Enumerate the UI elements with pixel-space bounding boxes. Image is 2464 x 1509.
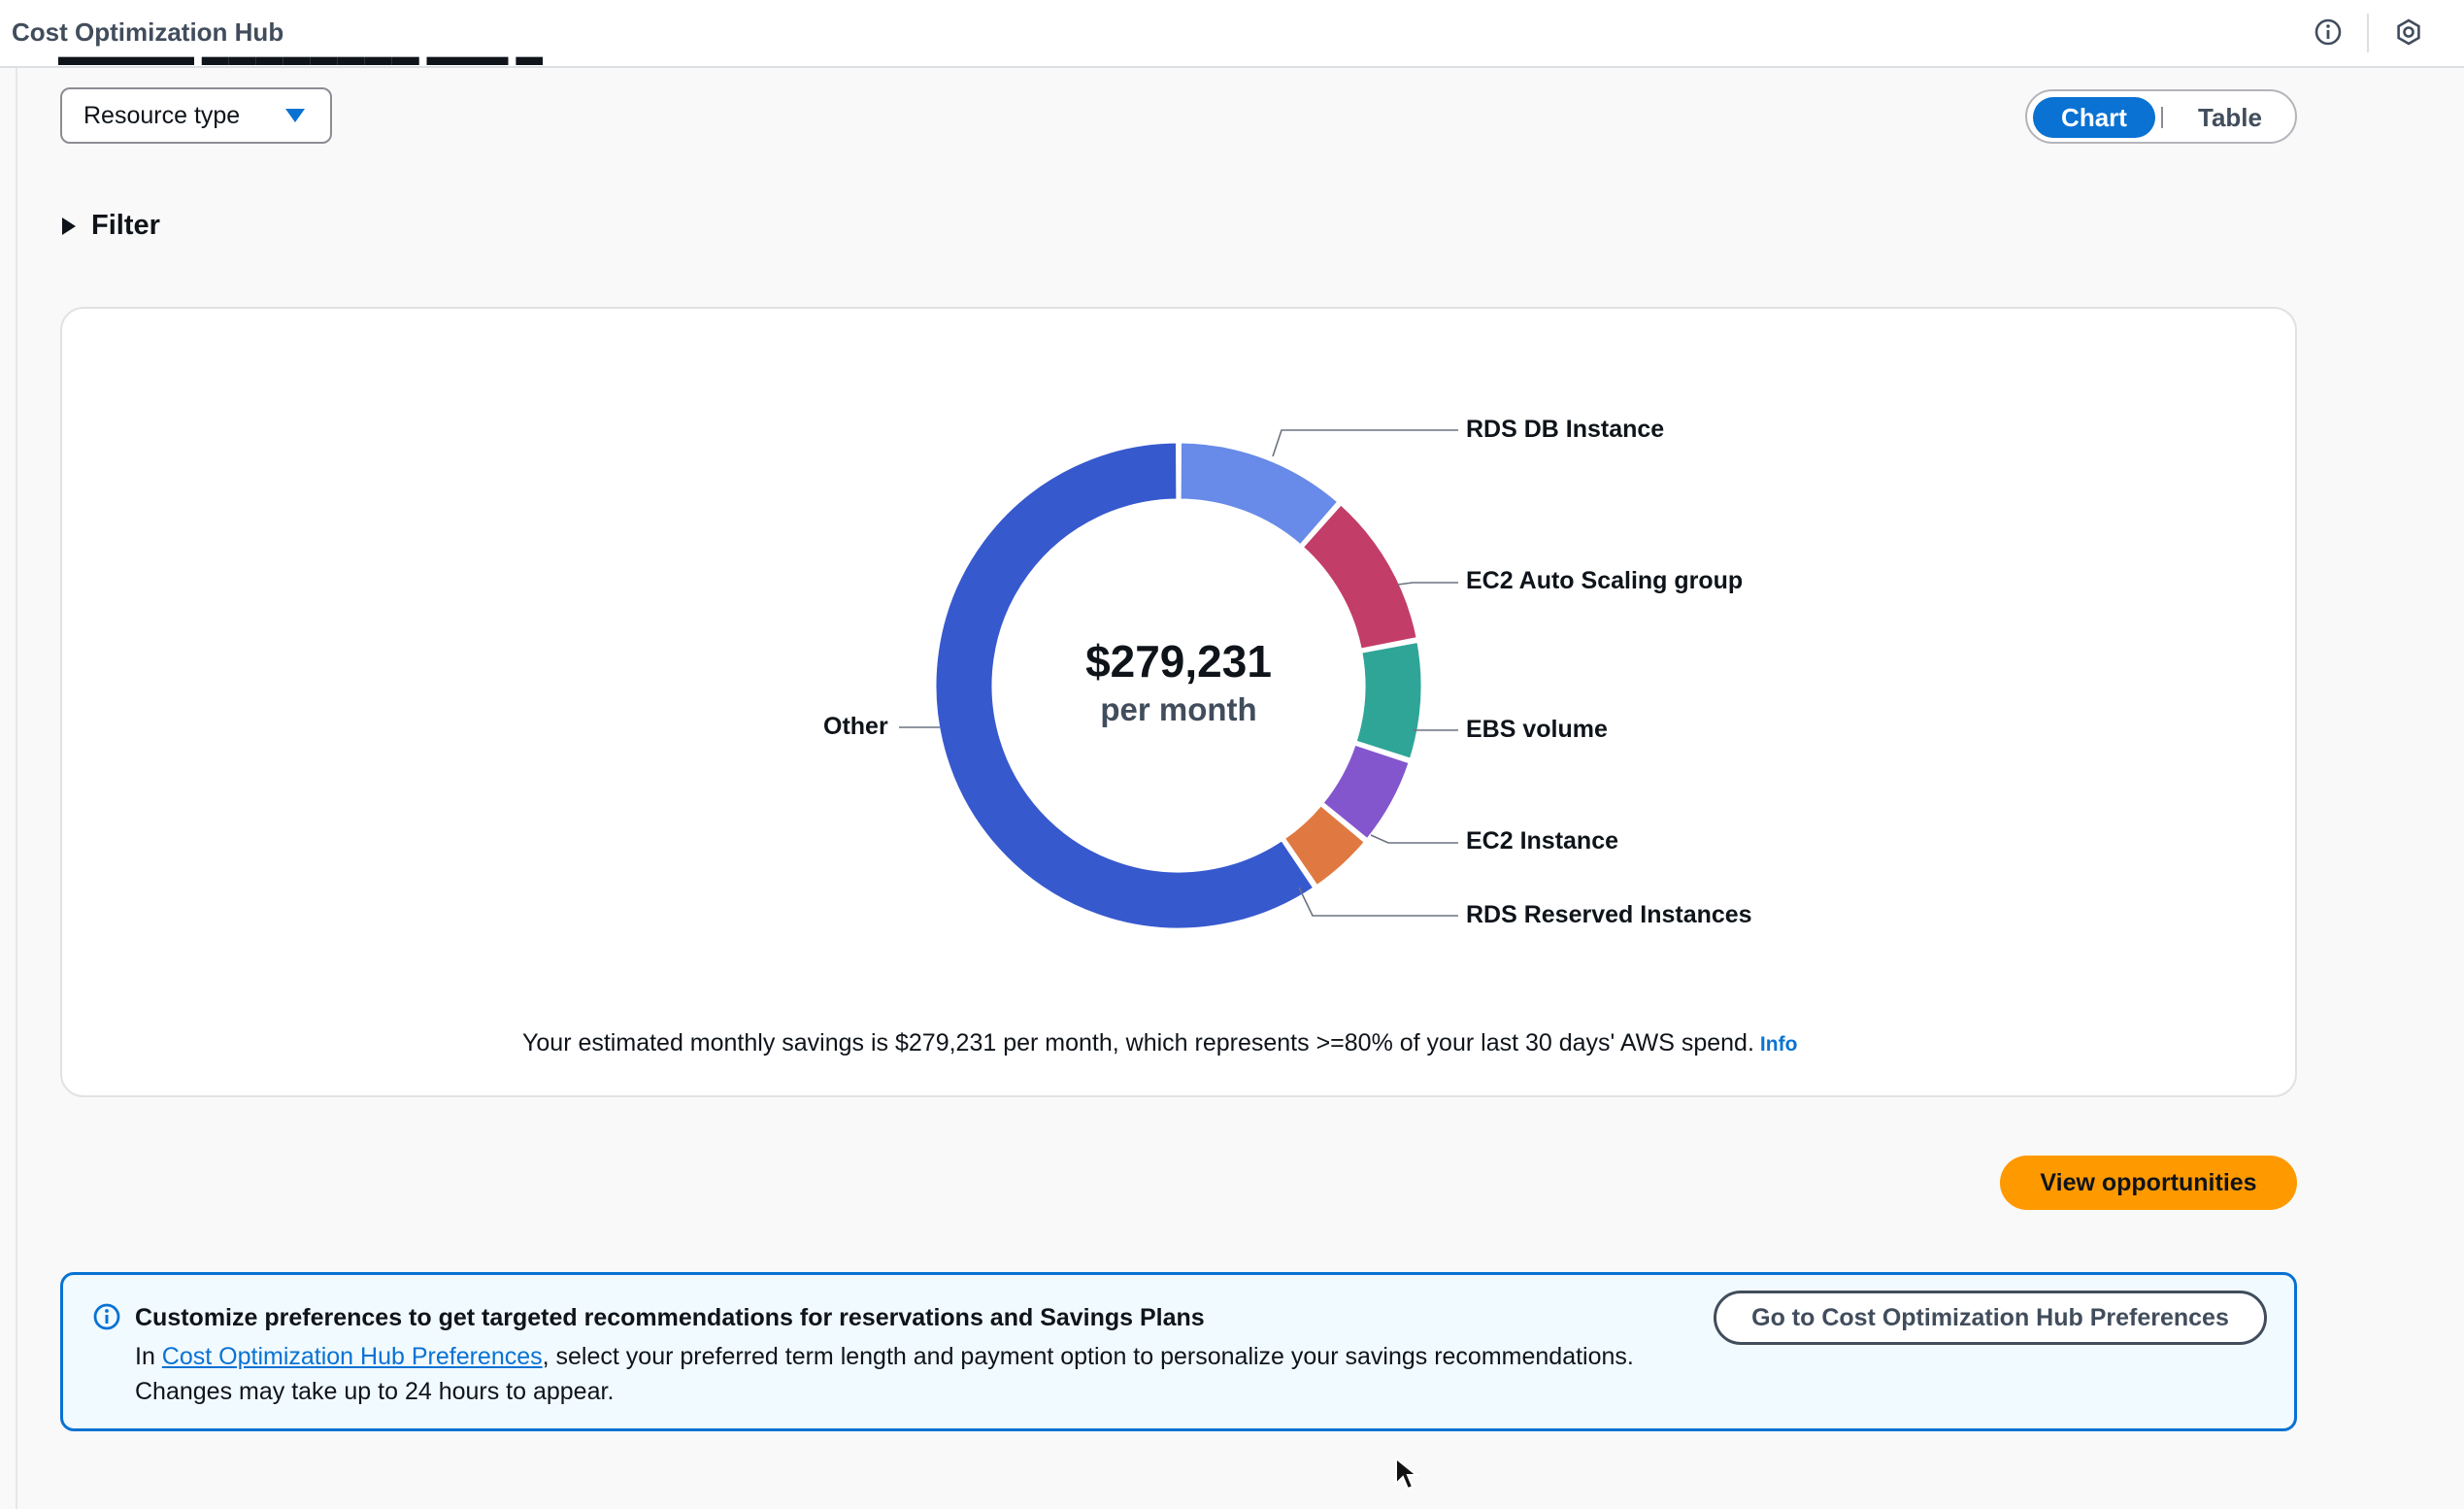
donut-slice-ebs-volume[interactable]: [1353, 639, 1424, 761]
alert-body: In Cost Optimization Hub Preferences, se…: [135, 1339, 1634, 1409]
filter-expander[interactable]: Filter: [62, 210, 160, 242]
toggle-separator: [2161, 107, 2163, 128]
group-by-select-value: Resource type: [83, 101, 241, 129]
cut-off-heading: ▬▬▬▬▬ ▬▬▬▬▬▬▬▬ ▬▬▬ ▬: [58, 49, 544, 66]
label-rds-reserved-instances: RDS Reserved Instances: [1466, 901, 1752, 928]
preferences-alert: Customize preferences to get targeted re…: [60, 1272, 2297, 1431]
leader-line-rds-ri: [1298, 887, 1458, 917]
label-ec2-instance: EC2 Instance: [1466, 827, 1619, 855]
filter-label: Filter: [91, 210, 160, 241]
settings-icon[interactable]: [2392, 16, 2425, 49]
donut-slice-rds-reserved-instances[interactable]: [1282, 803, 1367, 889]
info-link[interactable]: Info: [1759, 1033, 1798, 1056]
donut-center-subtitle: per month: [1100, 691, 1257, 727]
label-rds-db-instance: RDS DB Instance: [1466, 416, 1665, 443]
info-icon: [92, 1302, 121, 1336]
go-to-preferences-button[interactable]: Go to Cost Optimization Hub Preferences: [1714, 1291, 2267, 1345]
header-divider: [2367, 14, 2369, 52]
leader-line-ec2-asg: [1397, 582, 1458, 586]
label-ec2-auto-scaling-group: EC2 Auto Scaling group: [1466, 567, 1744, 594]
top-header: Cost Optimization Hub: [0, 0, 2464, 68]
alert-body-line2: Changes may take up to 24 hours to appea…: [135, 1378, 615, 1405]
group-by-select[interactable]: Resource type: [60, 87, 332, 144]
alert-body-prefix: In: [135, 1343, 162, 1370]
donut-slice-rds-db-instance[interactable]: [1178, 440, 1341, 548]
label-ebs-volume: EBS volume: [1466, 716, 1608, 743]
chart-toggle-button[interactable]: Chart: [2033, 97, 2155, 138]
caret-down-icon: [285, 109, 305, 122]
caret-right-icon: [62, 217, 76, 235]
savings-summary-text: Your estimated monthly savings is $279,2…: [522, 1029, 1754, 1056]
leader-line-rds-db: [1272, 429, 1458, 457]
mouse-cursor-icon: [1394, 1456, 1419, 1496]
label-other: Other: [823, 713, 888, 740]
donut-slice-other[interactable]: [933, 440, 1316, 931]
info-icon[interactable]: [2312, 16, 2345, 49]
alert-title: Customize preferences to get targeted re…: [135, 1304, 1205, 1331]
donut-slice-ec2-auto-scaling-group[interactable]: [1300, 502, 1419, 652]
savings-chart-card: [60, 307, 2297, 1097]
view-toggle: Chart Table: [2025, 89, 2297, 144]
view-opportunities-button[interactable]: View opportunities: [2000, 1156, 2297, 1210]
leader-line-ec2: [1370, 834, 1458, 844]
donut-slice-ec2-instance[interactable]: [1320, 742, 1412, 842]
left-rail: [16, 68, 17, 1509]
alert-body-suffix: , select your preferred term length and …: [542, 1343, 1634, 1370]
savings-summary: Your estimated monthly savings is $279,2…: [522, 1029, 1797, 1057]
preferences-link[interactable]: Cost Optimization Hub Preferences: [161, 1343, 543, 1370]
donut-center-amount: $279,231: [1085, 636, 1272, 687]
table-toggle-button[interactable]: Table: [2198, 102, 2262, 132]
page-title: Cost Optimization Hub: [12, 17, 284, 47]
